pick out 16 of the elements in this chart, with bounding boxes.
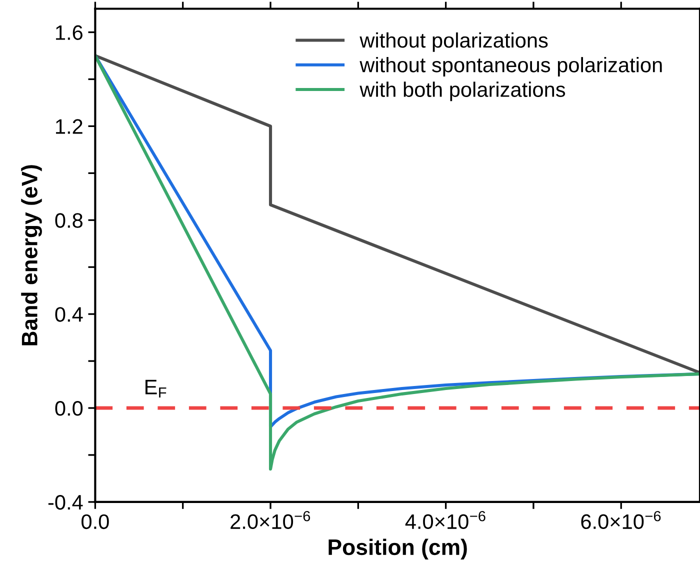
legend-label: without polarizations bbox=[360, 32, 548, 52]
y-tick-label: 1.6 bbox=[56, 25, 82, 40]
y-axis-title: Band energy (eV) bbox=[21, 165, 42, 346]
x-tick-label: 4.0×10$^{−6}$ bbox=[405, 510, 486, 530]
y-tick-label: 0.4 bbox=[55, 307, 83, 322]
ref-line-label: E$_{F}$ bbox=[146, 380, 166, 398]
legend-label: without spontaneous polarization bbox=[360, 57, 662, 76]
y-tick-label: -0.4 bbox=[48, 494, 83, 510]
x-axis-title: Position (cm) bbox=[328, 538, 467, 560]
x-tick-label: 6.0×10$^{−6}$ bbox=[581, 510, 661, 530]
y-tick-label: 1.2 bbox=[56, 119, 82, 134]
y-tick-label: 0.8 bbox=[55, 213, 82, 228]
x-tick-label: 0.0 bbox=[82, 514, 109, 530]
x-tick-label: 2.0×10$^{−6}$ bbox=[230, 510, 310, 530]
legend-label: with both polarizations bbox=[360, 82, 566, 102]
y-tick-label: 0.0 bbox=[55, 401, 83, 416]
